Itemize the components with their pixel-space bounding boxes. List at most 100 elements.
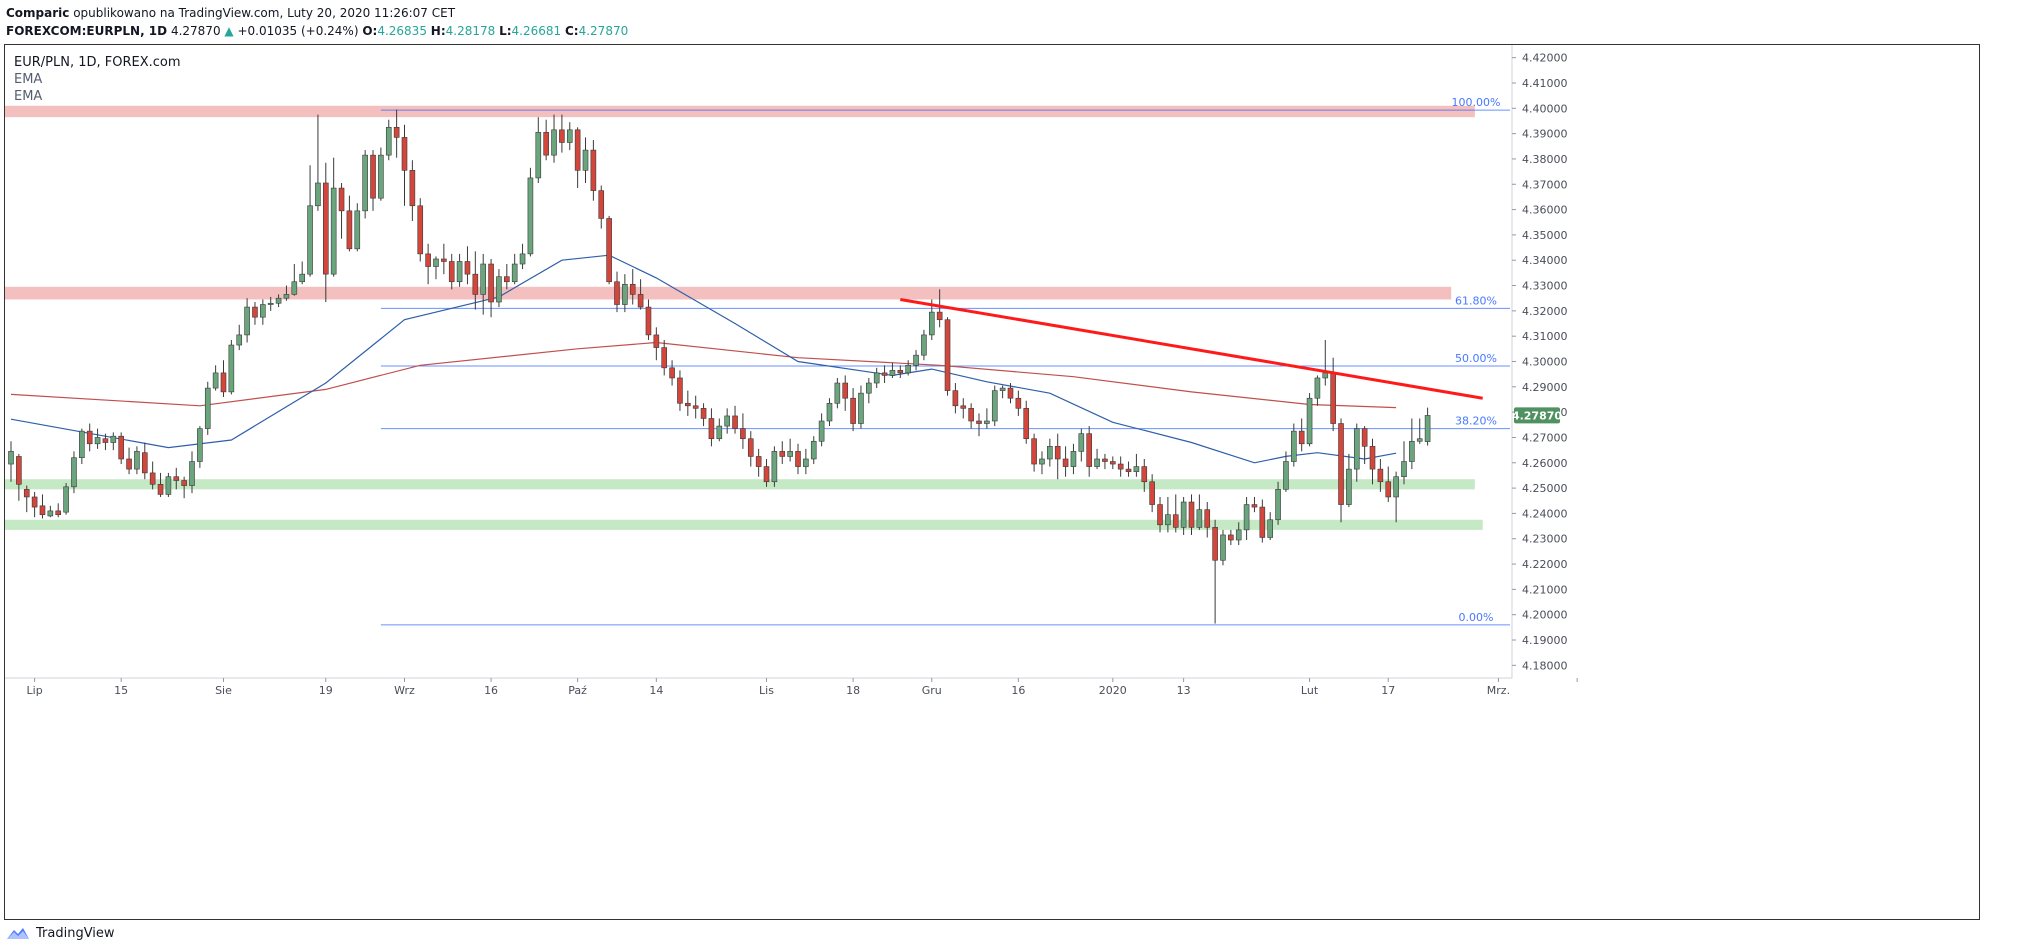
candle-body	[708, 418, 715, 440]
candle-body	[149, 472, 156, 485]
candle-up	[803, 448, 809, 475]
chart-frame[interactable]	[4, 44, 1980, 920]
price-tick-label: 4.41000	[1522, 77, 1568, 90]
candle-body	[999, 387, 1006, 391]
candle-down	[952, 383, 959, 414]
candle-body	[984, 420, 990, 424]
candle-body	[1102, 458, 1108, 462]
candle-down	[590, 139, 597, 201]
candle-body	[322, 182, 329, 275]
price-tick-label: 4.20000	[1522, 609, 1568, 622]
legend-ema-fast[interactable]: EMA	[14, 72, 43, 87]
candle-up	[1401, 441, 1407, 485]
price-axis[interactable]: 4.18000 4.19000 4.20000 4.21000 4.22000 4.230…	[1512, 52, 1568, 673]
candle-down	[102, 433, 109, 451]
price-tick-label: 4.32000	[1522, 305, 1568, 318]
last-price: 4.27870	[170, 24, 221, 38]
time-tick-label: 14	[649, 684, 663, 697]
support-zone	[5, 479, 1475, 490]
candle-down	[1086, 426, 1092, 477]
price-tick-label: 4.42000	[1522, 52, 1568, 65]
candle-body	[1377, 468, 1384, 483]
candle-up	[519, 243, 526, 270]
price-tick-label: 4.38000	[1522, 153, 1568, 166]
candle-body	[1117, 463, 1124, 470]
candle-body	[1393, 476, 1399, 498]
time-axis[interactable]: Lip 15 Sie 19 Wrz 16 Paź 14 Lis 18 Gru 16 2020 13 Lut 1…	[27, 678, 1578, 697]
candle-down	[677, 370, 683, 411]
candle-body	[881, 372, 888, 376]
candle-body	[692, 405, 699, 409]
candle-down	[173, 467, 180, 490]
candle-down	[976, 413, 982, 437]
resistance-zone	[5, 286, 1452, 300]
ema-slow-line	[10, 341, 1397, 409]
legend-ema-slow[interactable]: EMA	[14, 89, 43, 104]
candle-up	[385, 119, 392, 161]
candle-body	[267, 302, 274, 305]
time-tick-label: Lut	[1301, 684, 1319, 697]
candle-up	[291, 264, 298, 296]
candle-body	[370, 154, 376, 199]
candle-up	[480, 253, 487, 315]
candle-down	[543, 119, 549, 161]
candle-body	[118, 435, 124, 460]
time-tick-label: 15	[114, 684, 128, 697]
candle-body	[1306, 397, 1313, 445]
footer: TradingView	[6, 922, 115, 944]
price-tick-label: 4.26000	[1522, 457, 1568, 470]
candle-down	[1330, 357, 1336, 432]
candle-down	[1172, 494, 1179, 533]
time-tick-label: Paź	[568, 684, 587, 697]
candle-up	[47, 505, 54, 518]
trendline-group[interactable]	[900, 297, 1483, 400]
candle-body	[385, 126, 392, 156]
candle-body	[480, 263, 487, 295]
candle-down	[441, 243, 447, 275]
candle-up	[1078, 428, 1085, 462]
candle-down	[1338, 418, 1344, 523]
candle-body	[197, 428, 203, 462]
candle-up	[1353, 423, 1360, 482]
candle-body	[1251, 504, 1258, 508]
candle-body	[740, 428, 746, 440]
candle-body	[976, 420, 982, 424]
author-name[interactable]: Comparic	[6, 6, 70, 20]
candle-up	[1322, 339, 1329, 386]
candle-up	[79, 428, 85, 465]
candle-down	[1385, 466, 1392, 503]
candle-body	[244, 306, 250, 336]
candle-body	[519, 253, 526, 265]
candle-down	[1369, 438, 1376, 485]
candle-body	[354, 210, 361, 250]
candle-down	[685, 390, 691, 416]
candle-body	[1165, 514, 1171, 526]
candle-down	[157, 472, 164, 497]
candle-body	[622, 283, 628, 305]
candle-down	[1125, 461, 1132, 477]
candle-down	[1149, 474, 1155, 513]
candle-body	[1298, 430, 1305, 445]
high-value: 4.28178	[445, 24, 496, 38]
candle-down	[1157, 496, 1163, 533]
candle-body	[716, 425, 723, 440]
candle-body	[8, 451, 14, 465]
price-tick-label: 4.34000	[1522, 254, 1568, 267]
candle-body	[441, 258, 447, 262]
candle-up	[566, 122, 573, 151]
candle-body	[952, 390, 959, 407]
candle-body	[173, 476, 180, 481]
candle-up	[1275, 481, 1281, 525]
candle-body	[1401, 461, 1407, 478]
candle-up	[1346, 453, 1352, 508]
candle-body	[31, 496, 38, 508]
candle-body	[338, 187, 345, 212]
candle-up	[622, 274, 628, 313]
legend-title[interactable]: EUR/PLN, 1D, FOREX.com	[14, 55, 181, 70]
footer-brand[interactable]: TradingView	[36, 925, 115, 941]
publish-info: opublikowano na TradingView.com, Luty 20…	[69, 6, 456, 20]
candle-up	[582, 137, 589, 183]
candle-down	[1259, 499, 1266, 543]
tradingview-logo-icon[interactable]	[6, 926, 30, 940]
